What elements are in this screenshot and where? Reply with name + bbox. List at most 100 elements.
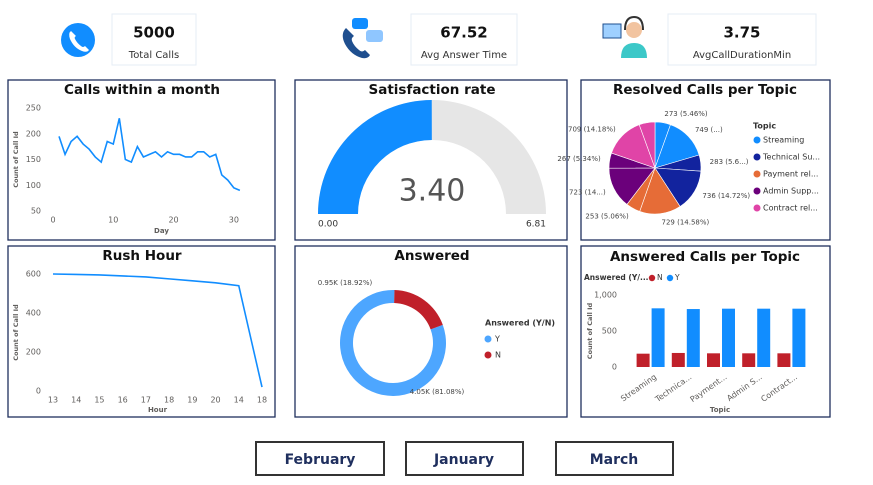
month-button[interactable]: January — [405, 441, 524, 476]
month-button[interactable]: February — [255, 441, 385, 476]
x-tick-label: 18 — [164, 396, 174, 405]
x-tick-label: 0 — [50, 216, 55, 225]
gauge-limit-label: 0.00 — [318, 220, 338, 230]
bar — [742, 353, 756, 367]
gauge-value-label: 3.40 — [399, 174, 466, 209]
bar — [722, 308, 735, 367]
y-tick-label: 100 — [26, 181, 41, 190]
panel — [580, 245, 831, 418]
y-tick-label: 400 — [26, 309, 41, 318]
button-label: March — [590, 452, 639, 468]
x-tick-label: 15 — [94, 396, 104, 405]
bar — [707, 353, 720, 367]
legend-title: Answered (Y/... — [584, 273, 649, 282]
data-label: 729 (14.58%) — [662, 219, 710, 227]
kpi-value: 3.75 — [723, 24, 760, 42]
kpi-label: Avg Answer Time — [421, 50, 507, 61]
chart-title: Answered — [394, 248, 469, 264]
y-tick-label: 1,000 — [594, 291, 617, 300]
chat-icon — [342, 18, 383, 59]
legend-label: Y — [674, 273, 680, 282]
x-tick-label: 10 — [108, 216, 118, 225]
y-tick-label: 0 — [612, 363, 617, 372]
data-label: 283 (5.6...) — [710, 158, 749, 166]
gauge-value — [318, 100, 432, 214]
donut-slice — [394, 290, 443, 330]
kpi-label: Total Calls — [128, 50, 179, 61]
bar — [671, 352, 685, 367]
data-label: 709 (14.18%) — [568, 125, 616, 133]
x-tick-label: 13 — [48, 396, 58, 405]
y-tick-label: 200 — [26, 348, 41, 357]
button-label: January — [433, 452, 494, 468]
pie-slice — [638, 121, 656, 169]
x-tick-label: 19 — [187, 396, 197, 405]
chart-title: Resolved Calls per Topic — [613, 82, 797, 98]
legend-title: Answered (Y/N) — [485, 319, 555, 328]
y-tick-label: 500 — [602, 327, 617, 336]
kpi-value: 5000 — [133, 24, 175, 42]
chart-title: Rush Hour — [102, 248, 182, 264]
data-label: 749 (...) — [695, 126, 723, 134]
panel — [7, 245, 276, 418]
kpi-card: 3.75 AvgCallDurationMin — [667, 13, 817, 66]
y-axis-title: Count of Call Id — [12, 304, 20, 361]
chart-title: Answered Calls per Topic — [610, 249, 800, 265]
panel — [7, 79, 276, 241]
bar — [651, 308, 665, 367]
legend-swatch — [484, 335, 492, 343]
x-axis-title: Hour — [148, 406, 168, 414]
phone-icon — [61, 23, 95, 57]
y-tick-label: 150 — [26, 155, 41, 164]
x-tick-label: 20 — [168, 216, 178, 225]
legend-label: Contract rel... — [763, 204, 818, 213]
kpi-value: 67.52 — [440, 24, 487, 42]
line — [52, 273, 263, 388]
card-frame — [111, 13, 197, 66]
x-tick-label: 18 — [257, 396, 267, 405]
legend-label: Y — [494, 335, 500, 344]
x-tick-label: 17 — [141, 396, 151, 405]
legend-swatch — [753, 187, 761, 195]
legend-swatch — [753, 170, 761, 178]
data-label: 4.05K (81.08%) — [410, 388, 465, 396]
kpi-card: 5000 Total Calls — [111, 13, 197, 66]
x-axis-title: Day — [154, 227, 169, 235]
x-tick-label: 14 — [71, 396, 81, 405]
y-tick-label: 200 — [26, 129, 41, 138]
bar — [636, 353, 650, 367]
legend-swatch — [648, 274, 656, 282]
kpi-label: AvgCallDurationMin — [693, 50, 791, 61]
line — [58, 118, 241, 192]
x-tick-label: 20 — [210, 396, 220, 405]
chart-title: Calls within a month — [64, 82, 220, 98]
legend-label: Technical Su... — [762, 153, 820, 162]
kpi-card: 67.52 Avg Answer Time — [410, 13, 518, 66]
x-axis-title: Topic — [710, 406, 730, 414]
legend-label: N — [495, 351, 501, 360]
x-tick-label: 30 — [229, 216, 239, 225]
y-tick-label: 0 — [36, 387, 41, 396]
gauge-limit-label: 6.81 — [526, 220, 546, 230]
bar — [777, 353, 791, 367]
y-tick-label: 250 — [26, 104, 41, 113]
data-label: 736 (14.72%) — [702, 192, 750, 200]
bar — [792, 308, 806, 367]
month-button[interactable]: March — [555, 441, 674, 476]
bar — [757, 308, 771, 367]
legend-swatch — [753, 136, 761, 144]
legend-swatch — [666, 274, 674, 282]
agent-icon — [602, 15, 647, 58]
y-tick-label: 50 — [31, 207, 41, 216]
data-label: 723 (14...) — [569, 188, 606, 196]
legend-label: Streaming — [763, 136, 804, 145]
legend-swatch — [753, 153, 761, 161]
y-axis-title: Count of Call Id — [12, 131, 20, 188]
x-tick-label: 14 — [234, 396, 244, 405]
x-tick-label: 16 — [118, 396, 128, 405]
data-label: 0.95K (18.92%) — [318, 279, 373, 287]
button-label: February — [285, 452, 356, 468]
legend-swatch — [753, 204, 761, 212]
legend-label: Admin Supp... — [763, 187, 819, 196]
